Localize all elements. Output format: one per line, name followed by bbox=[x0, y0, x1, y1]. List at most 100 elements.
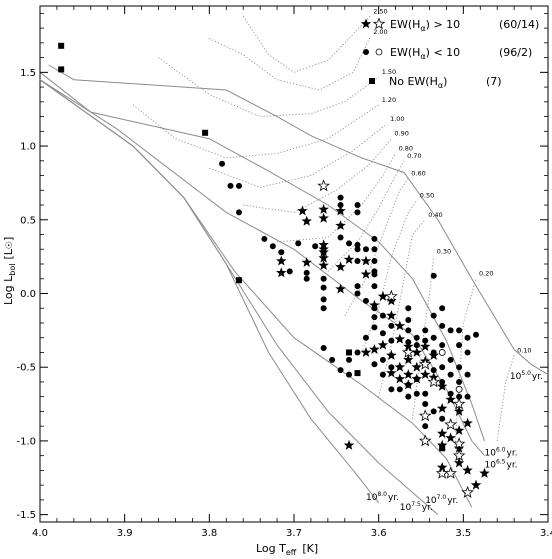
y-axis-title: Log Lbol [L☉] bbox=[2, 237, 17, 305]
legend-circle-open-marker bbox=[375, 48, 383, 56]
point-circle-filled-2-94 bbox=[354, 349, 361, 356]
point-star-filled-0-49 bbox=[470, 479, 482, 490]
point-circle-filled-2-53 bbox=[439, 322, 446, 329]
mass-track-0 bbox=[242, 15, 371, 73]
point-circle-filled-2-6 bbox=[278, 249, 285, 256]
x-axis-title-sub: eff bbox=[286, 548, 297, 557]
point-square-filled-4-4 bbox=[346, 349, 353, 356]
point-star-filled-0-28 bbox=[369, 344, 380, 354]
point-circle-filled-2-2 bbox=[235, 182, 242, 189]
mass-track-7 bbox=[327, 160, 405, 272]
legend-entry-3-suffix: ) bbox=[443, 75, 447, 88]
point-circle-filled-2-93 bbox=[371, 361, 378, 368]
point-circle-filled-2-31 bbox=[371, 283, 378, 290]
point-circle-filled-2-21 bbox=[346, 240, 353, 247]
legend-square-marker bbox=[369, 78, 375, 84]
point-circle-filled-2-20 bbox=[337, 234, 344, 241]
point-star-filled-0-44 bbox=[462, 417, 473, 428]
mass-track-label-3: 1.20 bbox=[382, 96, 396, 104]
point-circle-filled-2-7 bbox=[286, 268, 293, 275]
point-star-filled-0-22 bbox=[386, 310, 397, 320]
mass-track-6 bbox=[277, 153, 396, 243]
legend-entry-3-sub: α bbox=[438, 81, 443, 90]
legend-entry-1-count: (60/14) bbox=[499, 18, 539, 31]
point-circle-filled-2-8 bbox=[303, 269, 310, 276]
point-circle-filled-2-47 bbox=[413, 342, 420, 349]
isochrone-0 bbox=[48, 64, 549, 376]
point-star-filled-0-13 bbox=[360, 268, 372, 279]
point-circle-filled-2-4 bbox=[261, 235, 268, 242]
point-star-filled-0-42 bbox=[445, 432, 456, 443]
legend-entry-1-text: EW(Hα) > 10 bbox=[390, 18, 460, 33]
mass-track-label-13: 0.10 bbox=[517, 346, 531, 354]
point-star-filled-0-20 bbox=[377, 290, 389, 301]
mass-track-label-1: 2.00 bbox=[373, 28, 387, 36]
point-circle-filled-2-80 bbox=[337, 367, 344, 374]
point-star-filled-0-14 bbox=[335, 283, 346, 294]
point-circle-filled-2-91 bbox=[405, 393, 412, 400]
point-star-open-1-6 bbox=[452, 437, 466, 450]
point-star-filled-0-21 bbox=[386, 295, 397, 306]
point-star-filled-0-3 bbox=[318, 212, 329, 223]
isochrone-label-3: 107.0yr. bbox=[425, 494, 458, 506]
legend-entry-2-count: (96/2) bbox=[499, 46, 532, 59]
point-circle-filled-2-28 bbox=[371, 258, 378, 265]
mass-track-label-7: 0.70 bbox=[407, 152, 421, 160]
point-circle-filled-2-37 bbox=[371, 324, 378, 331]
point-star-filled-0-39 bbox=[445, 394, 456, 405]
point-star-filled-0-19 bbox=[369, 299, 380, 310]
point-circle-filled-2-43 bbox=[405, 317, 412, 324]
point-circle-filled-2-41 bbox=[388, 337, 395, 344]
point-star-filled-0-7 bbox=[318, 246, 329, 257]
point-circle-filled-2-87 bbox=[439, 415, 446, 422]
mass-track-label-9: 0.50 bbox=[420, 192, 434, 200]
x-tick-label-1: 3.9 bbox=[117, 528, 133, 539]
point-star-open-1-9 bbox=[461, 485, 474, 498]
point-square-filled-4-0 bbox=[58, 42, 65, 49]
mass-track-label-6: 0.80 bbox=[399, 144, 413, 152]
point-circle-filled-2-18 bbox=[354, 202, 361, 209]
point-circle-filled-2-76 bbox=[346, 356, 353, 363]
point-circle-filled-2-35 bbox=[371, 305, 378, 312]
point-square-filled-4-2 bbox=[202, 129, 209, 136]
point-star-filled-0-57 bbox=[411, 361, 422, 372]
point-circle-filled-2-83 bbox=[464, 371, 471, 378]
isochrone-label-0: 105.0yr. bbox=[510, 370, 543, 382]
point-circle-filled-2-79 bbox=[320, 345, 327, 352]
point-circle-filled-2-86 bbox=[456, 393, 463, 400]
y-tick-label-5: -1.0 bbox=[16, 436, 36, 447]
point-circle-filled-2-89 bbox=[422, 423, 429, 430]
point-star-filled-0-38 bbox=[436, 403, 448, 413]
point-star-filled-0-15 bbox=[276, 255, 287, 266]
point-star-open-1-2 bbox=[418, 434, 432, 447]
point-circle-filled-2-25 bbox=[362, 246, 369, 253]
point-circle-filled-2-38 bbox=[379, 312, 386, 319]
isochrone-label-5: 108.0yr. bbox=[366, 491, 399, 503]
point-circle-filled-2-46 bbox=[413, 334, 420, 341]
x-axis-title-main: Log T bbox=[256, 542, 286, 555]
point-star-filled-0-35 bbox=[420, 341, 431, 351]
point-circle-filled-2-90 bbox=[413, 375, 420, 382]
point-circle-filled-2-82 bbox=[456, 378, 463, 385]
point-circle-filled-2-71 bbox=[396, 386, 403, 393]
point-star-filled-0-55 bbox=[386, 367, 397, 378]
legend-entry-3-text: No EW(Hα) bbox=[389, 75, 447, 90]
point-circle-filled-2-67 bbox=[422, 390, 429, 397]
y-tick-label-0: 1.5 bbox=[20, 68, 36, 79]
mass-track-8 bbox=[344, 178, 409, 316]
legend: EW(Hα) > 10 (60/14) EW(Hα) < 10 (96/2) N… bbox=[360, 17, 539, 90]
y-axis-title-sub: bol bbox=[8, 264, 17, 276]
data-points bbox=[58, 42, 490, 498]
point-star-filled-0-29 bbox=[360, 347, 372, 357]
point-circle-filled-2-84 bbox=[464, 393, 471, 400]
point-star-filled-0-1 bbox=[301, 215, 312, 226]
point-circle-filled-2-73 bbox=[379, 371, 386, 378]
point-star-filled-0-23 bbox=[394, 320, 406, 331]
y-tick-label-4: -0.5 bbox=[16, 363, 36, 374]
mass-track-10 bbox=[378, 219, 426, 397]
point-circle-filled-2-75 bbox=[362, 334, 369, 341]
x-axis-title: Log Teff [K] bbox=[256, 542, 318, 557]
point-star-open-1-3 bbox=[418, 409, 432, 422]
point-circle-filled-2-88 bbox=[430, 408, 437, 415]
legend-entry-3-prefix: No EW(H bbox=[389, 75, 438, 88]
